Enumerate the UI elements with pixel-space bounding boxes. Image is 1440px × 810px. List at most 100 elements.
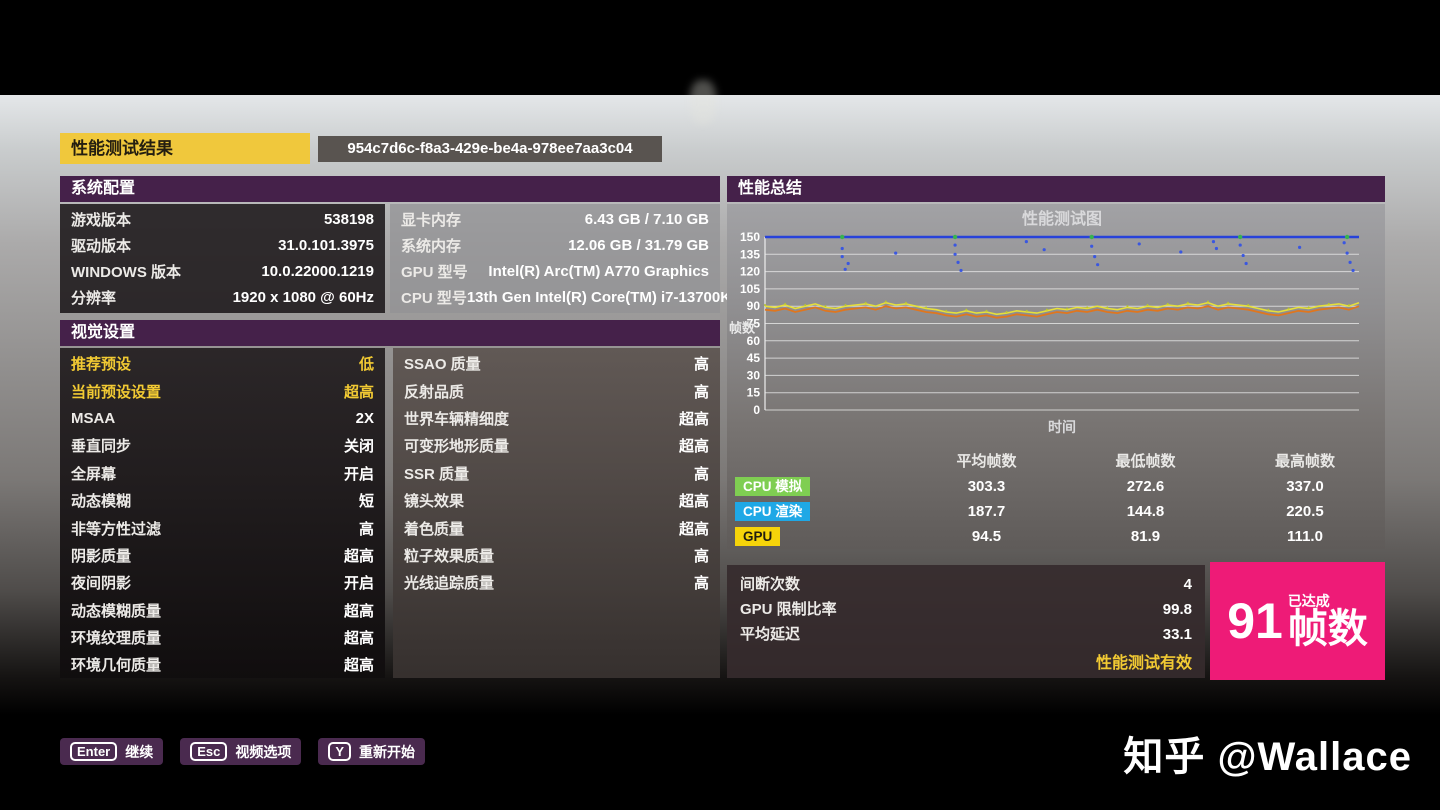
setting-row: 垂直同步 关闭 xyxy=(60,432,385,459)
setting-row-value: 关闭 xyxy=(343,438,374,456)
y-keycap-icon: Y xyxy=(328,742,352,761)
svg-text:时间: 时间 xyxy=(1048,419,1076,435)
config-row-value: 31.0.101.3975 xyxy=(278,236,374,254)
setting-row-label: 当前预设设置 xyxy=(71,383,162,401)
config-row-label: GPU 型号 xyxy=(401,263,468,281)
config-row-label: 显卡内存 xyxy=(401,211,462,229)
setting-row: 推荐预设 低 xyxy=(60,350,385,377)
svg-text:30: 30 xyxy=(747,368,761,382)
setting-row-value: 超高 xyxy=(343,383,374,401)
visual-settings-right-column: SSAO 质量高反射品质高世界车辆精细度 超高 可变形地形质量 超高 SSR 质量高镜头… xyxy=(393,348,720,678)
setting-row-value: 超高 xyxy=(343,630,374,648)
system-config-left-column: 游戏版本 538198 驱动版本 31.0.101.3975 WINDOWS 版本 10.… xyxy=(60,204,385,313)
setting-row: 环境几何质量 超高 xyxy=(60,651,385,678)
svg-text:0: 0 xyxy=(753,403,760,417)
svg-text:150: 150 xyxy=(740,230,760,244)
achieved-label: 已达成 xyxy=(1287,592,1330,609)
stat-value: 4 xyxy=(1183,576,1192,593)
setting-row-value: 高 xyxy=(693,356,709,374)
setting-row: 光线追踪质量 高 xyxy=(393,569,720,596)
background-smoke xyxy=(690,80,716,124)
config-row-value: 13th Gen Intel(R) Core(TM) i7-13700K xyxy=(466,289,732,307)
setting-row: MSAA 2X xyxy=(60,405,385,432)
table-cell: 220.5 xyxy=(1286,503,1324,520)
visual-settings-left-column: 推荐预设低当前预设设置 超高 MSAA 2X 垂直同步 关闭 全屏幕 开启 动态模糊短非等方性过… xyxy=(60,348,385,678)
setting-row-label: 粒子效果质量 xyxy=(404,547,495,565)
fps-unit-label: 帧数 xyxy=(1287,607,1368,652)
visual-settings-header: 视觉设置 xyxy=(60,320,720,346)
svg-text:105: 105 xyxy=(740,282,760,296)
legend-chip: CPU 模拟 xyxy=(735,477,811,496)
benchmark-stats-box: 间断次数 4 GPU 限制比率 99.8 平均延迟 33.1 性能测试有效 xyxy=(727,565,1205,678)
table-row-legend: GPU xyxy=(727,524,907,549)
footer-button-esc[interactable]: Esc 视频选项 xyxy=(180,738,302,765)
setting-row-value: 开启 xyxy=(343,575,374,593)
svg-text:15: 15 xyxy=(747,386,761,400)
setting-row-value: 短 xyxy=(358,493,374,511)
config-row-value: Intel(R) Arc(TM) A770 Graphics xyxy=(488,262,709,280)
table-cell: 187.7 xyxy=(967,503,1006,520)
setting-row: 镜头效果 超高 xyxy=(393,487,720,514)
setting-row-label: 动态模糊 xyxy=(71,493,132,511)
svg-text:135: 135 xyxy=(740,247,760,261)
config-row: 分辨率 1920 x 1080 @ 60Hz xyxy=(60,285,385,311)
config-row: CPU 型号 13th Gen Intel(R) Core(TM) i7-1370… xyxy=(390,285,731,311)
table-corner xyxy=(727,450,907,474)
setting-row-label: 动态模糊质量 xyxy=(71,602,162,620)
setting-row-value: 2X xyxy=(355,409,374,427)
config-row-label: 驱动版本 xyxy=(71,237,132,255)
setting-row-value: 高 xyxy=(693,547,709,565)
table-column-header: 最低帧数 xyxy=(1115,453,1176,470)
footer-button-bar: Enter 继续 Esc 视频选项 Y 重新开始 xyxy=(60,738,426,765)
svg-text:60: 60 xyxy=(747,334,761,348)
setting-row-label: MSAA xyxy=(71,409,116,427)
performance-summary-header: 性能总结 xyxy=(727,176,1385,202)
system-config-header: 系统配置 xyxy=(60,176,720,202)
setting-row: 世界车辆精细度 超高 xyxy=(393,405,720,432)
achieved-fps-value: 91 xyxy=(1227,593,1283,649)
svg-text:75: 75 xyxy=(747,317,761,331)
stat-row: 平均延迟 33.1 xyxy=(740,622,1192,647)
system-config-right-column: 显卡内存 6.43 GB / 7.10 GB 系统内存 12.06 GB / 31.7… xyxy=(390,204,731,313)
config-row-value: 6.43 GB / 7.10 GB xyxy=(584,210,709,228)
config-row-label: 分辨率 xyxy=(71,290,117,308)
stat-value: 99.8 xyxy=(1162,601,1192,618)
config-row-label: 游戏版本 xyxy=(71,211,132,229)
esc-keycap-icon: Esc xyxy=(190,742,228,761)
setting-row-label: 反射品质 xyxy=(404,383,465,401)
footer-button-y[interactable]: Y 重新开始 xyxy=(318,738,426,765)
setting-row: 反射品质 高 xyxy=(393,377,720,404)
config-row: WINDOWS 版本 10.0.22000.1219 xyxy=(60,258,385,284)
setting-row: 动态模糊质量 超高 xyxy=(60,597,385,624)
setting-row: 当前预设设置 超高 xyxy=(60,377,385,404)
enter-keycap-icon: Enter xyxy=(70,742,118,761)
setting-row-label: 阴影质量 xyxy=(71,547,132,565)
config-row: 系统内存 12.06 GB / 31.79 GB xyxy=(390,232,720,258)
setting-row-label: 环境几何质量 xyxy=(71,657,162,675)
footer-button-enter[interactable]: Enter 继续 xyxy=(60,738,164,765)
footer-button-label: 视频选项 xyxy=(235,743,292,760)
setting-row-label: 推荐预设 xyxy=(71,356,132,374)
legend-chip: GPU xyxy=(735,527,781,546)
setting-row: 可变形地形质量 超高 xyxy=(393,432,720,459)
table-cell: 337.0 xyxy=(1286,478,1324,495)
config-row: 显卡内存 6.43 GB / 7.10 GB xyxy=(390,206,720,232)
setting-row-label: 世界车辆精细度 xyxy=(404,410,510,428)
setting-row-value: 超高 xyxy=(678,438,709,456)
table-cell: 81.9 xyxy=(1130,528,1161,545)
config-row: 驱动版本 31.0.101.3975 xyxy=(60,232,385,258)
fps-results-table: 平均帧数 最低帧数 最高帧数 CPU 模拟 303.3 272.6 337.0 CPU 渲染 1… xyxy=(727,450,1385,549)
table-cell: 272.6 xyxy=(1126,478,1165,495)
setting-row-label: 镜头效果 xyxy=(404,493,465,511)
svg-text:45: 45 xyxy=(747,351,761,365)
setting-row-value: 超高 xyxy=(678,520,709,538)
setting-row-value: 高 xyxy=(358,520,374,538)
svg-text:性能测试图: 性能测试图 xyxy=(1022,209,1102,228)
config-row-value: 10.0.22000.1219 xyxy=(261,262,374,280)
page-title: 性能测试结果 xyxy=(60,133,310,164)
performance-summary-panel: 性能测试图 0 15 30 45 60 75 90 105 120 135 150 帧数 时间 xyxy=(727,204,1385,549)
achieved-fps-badge: 91 已达成 帧数 xyxy=(1210,562,1385,680)
config-row: 游戏版本 538198 xyxy=(60,206,385,232)
svg-text:120: 120 xyxy=(740,265,760,279)
